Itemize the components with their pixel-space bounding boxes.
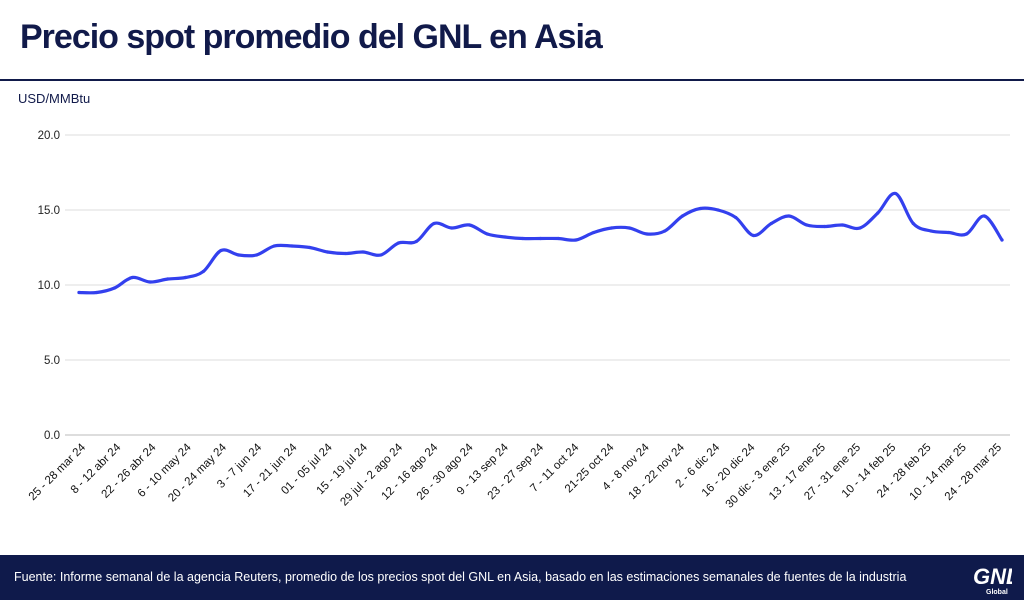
source-note: Fuente: Informe semanal de la agencia Re… [14,570,907,584]
footer-bar: Fuente: Informe semanal de la agencia Re… [0,555,1024,600]
data-point [538,236,543,241]
data-point [982,214,986,218]
data-point [964,232,969,236]
data-point [787,214,791,218]
chart-title: Precio spot promedio del GNL en Asia [20,18,603,56]
data-point [858,226,862,230]
data-point [893,191,898,196]
data-point [148,280,152,284]
data-point [201,269,205,274]
data-point [183,275,188,280]
data-point [432,221,436,226]
y-tick-label: 20.0 [38,130,60,142]
data-point [663,229,667,233]
data-points [77,191,1004,295]
data-point [485,232,489,236]
series-line [77,191,1004,295]
data-point [592,230,596,235]
data-point [840,223,844,227]
data-point [911,221,915,226]
data-point [716,208,720,212]
data-point [556,236,560,241]
data-point [166,277,170,281]
title-divider [0,79,1024,81]
data-point [396,241,401,245]
data-point [130,275,134,280]
logo-text: GNL [973,564,1012,589]
data-point [112,286,117,290]
line-chart: USD/MMBtu 0.0 5.0 10.0 15.0 20.0 25 - 28 mar… [18,91,1010,511]
data-point [751,233,756,238]
data-point [254,253,259,257]
y-axis-label: USD/MMBtu [18,91,90,106]
data-point [947,230,951,235]
y-tick-label: 5.0 [44,355,60,367]
data-point [77,290,81,295]
x-tick-label: 30 dic - 3 ene 25 [724,442,793,511]
x-tick-label: 29 jul - 2 ago 24 [338,441,405,508]
data-point [414,239,418,244]
data-point [503,235,507,239]
data-point [272,244,276,248]
data-point [450,226,454,230]
data-point [645,232,649,236]
logo-subtext: Global [986,589,1008,596]
data-point [822,224,827,229]
data-point [805,223,809,227]
data-point [467,223,472,227]
data-point [361,250,365,254]
y-tick-label: 0.0 [44,430,60,442]
y-axis-ticks: 0.0 5.0 10.0 15.0 20.0 [38,130,60,442]
y-tick-label: 10.0 [38,280,60,292]
data-point [95,290,99,295]
y-tick-label: 15.0 [38,205,60,217]
data-point [609,226,614,230]
data-point [680,214,685,218]
data-point [290,244,294,248]
data-point [1000,238,1004,242]
data-point [379,253,383,257]
data-point [219,248,223,253]
data-point [876,211,880,215]
data-point [343,251,347,256]
grid-lines [65,134,1010,436]
data-point [574,238,578,242]
data-point [698,206,702,211]
data-point [929,229,933,233]
data-point [734,215,738,220]
data-point [325,250,330,254]
data-point [521,236,525,241]
data-point [769,221,773,226]
gnl-global-logo: GNL Global [973,564,1012,596]
data-point [627,226,631,230]
data-point [308,245,312,250]
data-point [237,253,241,257]
